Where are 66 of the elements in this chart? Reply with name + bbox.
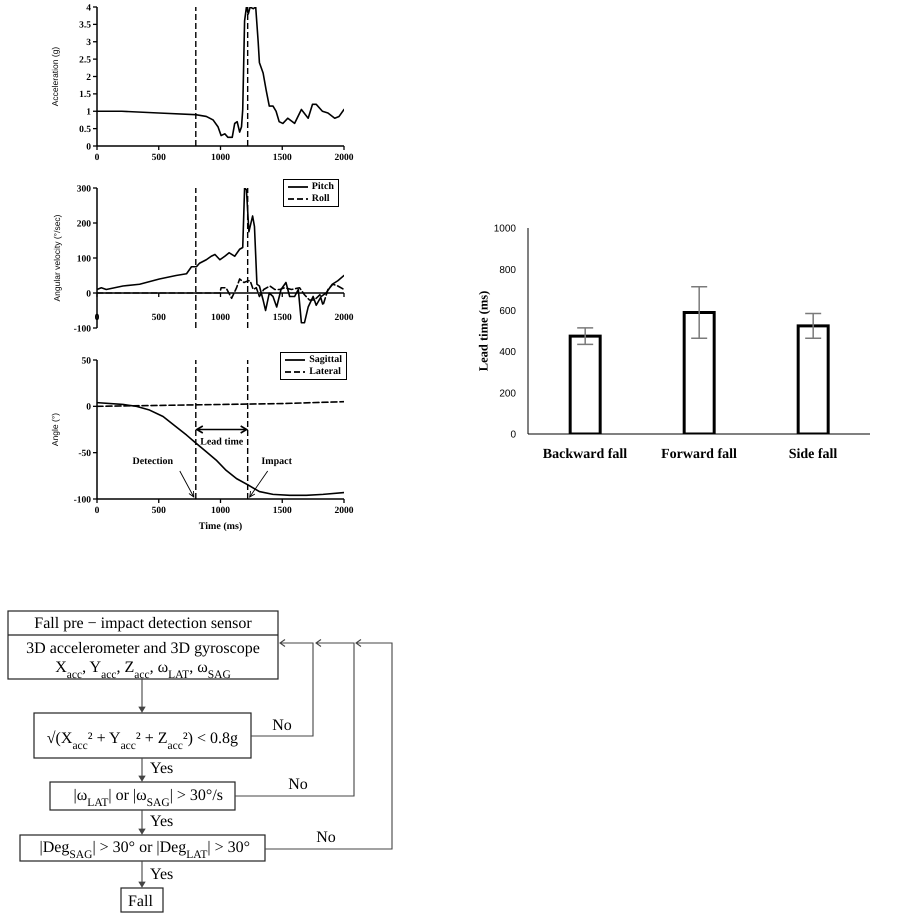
y-axis-title: Angular velocity (°/sec) <box>52 214 62 302</box>
text: |ω$_{LAT}$| or |ω$_{SAG}$| > 30°/s <box>74 787 223 809</box>
x-tick-label: 500 <box>152 313 166 323</box>
text: Yes <box>150 760 174 777</box>
y-tick-label: 3 <box>86 38 92 48</box>
x-tick-label: Forward fall <box>661 446 738 462</box>
annotation: Impact <box>261 456 293 467</box>
y-tick-label: 800 <box>499 264 516 276</box>
text: Yes <box>150 813 174 830</box>
y-tick-label: 400 <box>499 347 516 358</box>
x-tick-label: 1500 <box>272 313 292 323</box>
y-tick-label: 0 <box>86 402 92 413</box>
x-tick-label: Side fall <box>788 446 838 462</box>
x-tick-label: 2000 <box>334 313 354 323</box>
x-tick-label: 1500 <box>272 153 292 163</box>
y-tick-label: 0 <box>86 289 92 300</box>
y-tick-label: -100 <box>74 324 92 334</box>
x-tick-label: 0 <box>94 506 100 516</box>
y-tick-label: 300 <box>76 184 92 194</box>
legend-label: Sagittal <box>309 354 342 366</box>
y-tick-label: 1000 <box>494 224 516 235</box>
text: No <box>288 776 308 793</box>
y-tick-label: 1 <box>86 108 92 118</box>
x-tick-label: 0 <box>94 153 100 163</box>
y-tick-label: 0 <box>86 142 92 152</box>
y-tick-label: 0.5 <box>79 124 92 135</box>
y-tick-label: 4 <box>86 3 92 14</box>
text: Fall <box>128 893 154 910</box>
text: Yes <box>150 866 174 883</box>
x-tick-label: Backward fall <box>542 446 628 462</box>
y-tick-label: -50 <box>78 449 92 460</box>
y-tick-label: 3.5 <box>79 20 92 31</box>
x-tick-label: 2000 <box>334 153 354 163</box>
x-tick-label: 500 <box>152 506 166 516</box>
x-tick-label: 1500 <box>272 506 292 516</box>
y-tick-label: 2 <box>86 72 92 83</box>
legend-label: Lateral <box>309 366 341 378</box>
x-tick-label: 2000 <box>334 506 354 516</box>
legend-label: Roll <box>312 193 330 205</box>
x-axis-title: Time (ms) <box>198 521 242 532</box>
text: √(X$_{acc}$² + Y$_{acc}$² + Z$_{acc}$²) < 0.8g <box>46 730 238 752</box>
text: X$_{acc}$, Y$_{acc}$, Z$_{acc}$, ω$_{LAT}$, ω$_{SAG}$ <box>55 659 231 681</box>
x-tick-label: 1000 <box>211 313 230 323</box>
y-tick-label: 200 <box>499 388 516 400</box>
annotation: Lead time <box>200 436 244 448</box>
text: No <box>272 717 292 734</box>
y-tick-label: 100 <box>76 254 92 264</box>
text: 3D accelerometer and 3D gyroscope <box>26 640 260 657</box>
y-tick-label: 1.5 <box>79 90 92 100</box>
y-tick-label: 600 <box>499 306 516 317</box>
y-tick-label: 2.5 <box>79 56 92 66</box>
y-tick-label: 200 <box>76 219 92 230</box>
x-tick-label: 500 <box>152 153 166 163</box>
y-axis-title: Angle (°) <box>50 412 60 446</box>
text: Fall pre − impact detection sensor <box>34 615 252 632</box>
y-tick-label: -100 <box>74 495 92 506</box>
x-tick-label: 1000 <box>211 153 230 163</box>
legend-label: Pitch <box>312 181 334 193</box>
text: |Deg$_{SAG}$| > 30° or |Deg$_{LAT}$| > 30° <box>40 839 250 861</box>
y-axis-title: Acceleration (g) <box>50 46 60 106</box>
text: No <box>316 829 336 846</box>
x-tick-label: 1000 <box>211 506 230 516</box>
y-tick-label: 0 <box>510 430 516 441</box>
y-tick-label: 50 <box>82 356 92 366</box>
y-axis-title: Lead time (ms) <box>476 290 490 372</box>
annotation: Detection <box>132 456 174 467</box>
